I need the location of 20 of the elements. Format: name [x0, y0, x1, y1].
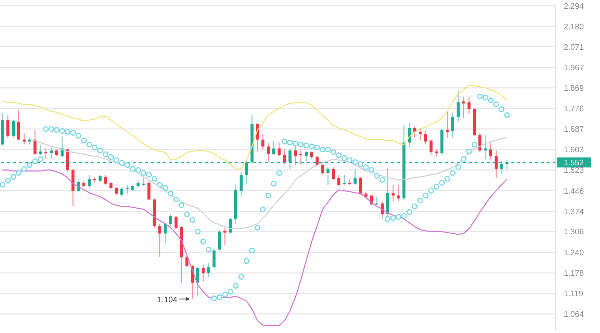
y-tick-label: 1.119: [564, 290, 584, 299]
y-tick-label: 1.523: [564, 166, 585, 176]
y-tick-label: 1.178: [564, 269, 585, 278]
y-tick-label: 1.869: [564, 84, 585, 93]
y-tick-label: 2.180: [564, 22, 585, 32]
y-tick-label: 1.776: [564, 104, 585, 114]
annotation: 1.104: [158, 295, 178, 304]
y-tick-label: 1.967: [564, 64, 585, 73]
y-tick-label: 1.446: [564, 186, 585, 196]
y-tick-label: 2.294: [564, 2, 585, 11]
y-tick-label: 1.306: [564, 228, 585, 237]
y-tick-label: 2.071: [564, 42, 585, 52]
line-series: [2, 84, 508, 170]
y-tick-label: 1.064: [564, 310, 585, 319]
y-tick-label: 1.374: [564, 207, 585, 216]
y-tick-label: 1.687: [564, 125, 585, 134]
candlestick: [126, 184, 129, 194]
y-tick-label: 1.240: [564, 248, 585, 258]
y-tick-label: 1.603: [564, 146, 585, 155]
ref-line-label: 1.552: [564, 158, 585, 168]
